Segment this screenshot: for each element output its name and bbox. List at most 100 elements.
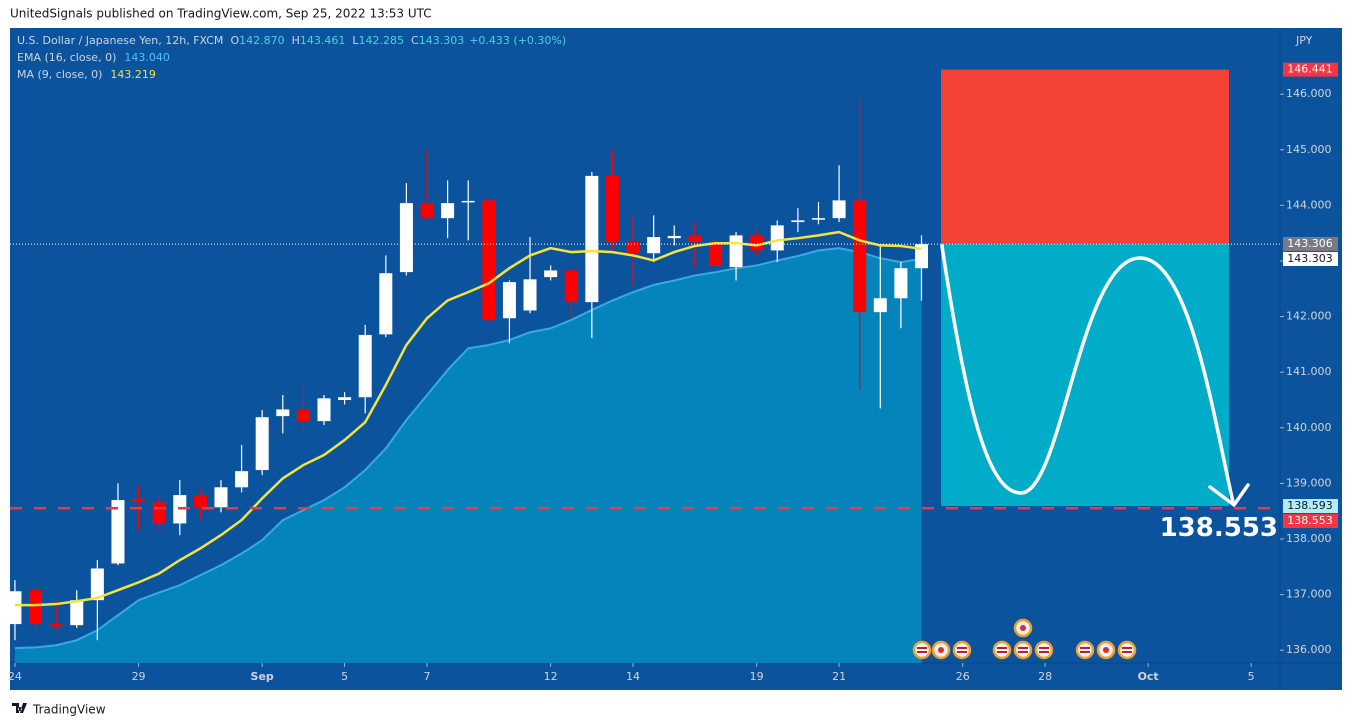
legend-ma: MA (9, close, 0) 143.219 xyxy=(17,68,156,81)
candle-body xyxy=(853,200,867,313)
legend-field-key: L xyxy=(352,34,359,47)
legend-series-name: MA (9, close, 0) xyxy=(17,68,102,81)
legend-field-value: 143.461 xyxy=(300,34,346,47)
tradingview-logo xyxy=(12,703,27,713)
candle-body xyxy=(276,409,290,417)
candle-body xyxy=(626,242,640,254)
x-tick-label: 29 xyxy=(132,670,146,683)
y-tick-label: 142.000 xyxy=(1286,310,1332,323)
x-tick-label: 5 xyxy=(1248,670,1255,683)
candle-body xyxy=(750,235,764,251)
legend-field-value: 142.870 xyxy=(239,34,285,47)
x-tick-label: Sep xyxy=(251,670,274,683)
y-tick-label: 141.000 xyxy=(1286,365,1332,378)
candle-body xyxy=(770,225,784,251)
price-axis-label: 138.553 xyxy=(1287,514,1333,527)
price-axis-label: 146.441 xyxy=(1287,63,1333,76)
y-tick-label: 138.000 xyxy=(1286,532,1332,545)
y-tick-label: 146.000 xyxy=(1286,87,1332,100)
target-zone xyxy=(941,244,1229,507)
candle-body xyxy=(441,203,455,219)
candle-body xyxy=(214,487,228,508)
ma-line xyxy=(14,230,922,607)
candle-body xyxy=(255,417,269,471)
candle-body xyxy=(729,235,743,268)
candle-body xyxy=(605,175,619,243)
legend-field-key: H xyxy=(292,34,300,47)
legend-symbol: U.S. Dollar / Japanese Yen, 12h, FXCM O14… xyxy=(17,34,566,47)
candle-body xyxy=(811,218,825,220)
x-tick-label: 28 xyxy=(1038,670,1052,683)
currency-label: JPY xyxy=(1295,34,1313,47)
candle-body xyxy=(420,203,434,219)
y-tick-label: 144.000 xyxy=(1286,198,1332,211)
candle-body xyxy=(379,273,393,335)
y-tick-label: 137.000 xyxy=(1286,588,1332,601)
candle-body xyxy=(914,244,928,269)
target-price-text: 138.553 xyxy=(1160,513,1278,543)
x-tick-label: 5 xyxy=(341,670,348,683)
candle-body xyxy=(317,398,331,422)
y-tick-label: 139.000 xyxy=(1286,476,1332,489)
candle-body xyxy=(152,502,166,524)
candle-body xyxy=(29,590,43,625)
legend-series-value: 143.219 xyxy=(110,68,156,81)
footer-brand: TradingView xyxy=(32,703,106,717)
price-axis-label: 143.303 xyxy=(1287,252,1333,265)
x-tick-label: 12 xyxy=(544,670,558,683)
candle-body xyxy=(688,235,702,243)
x-tick-label: 24 xyxy=(8,670,22,683)
legend-change: +0.433 (+0.30%) xyxy=(469,34,566,47)
x-tick-label: 7 xyxy=(424,670,431,683)
candle-body xyxy=(523,279,537,311)
candle-body xyxy=(399,203,413,273)
publisher-line: UnitedSignals published on TradingView.c… xyxy=(10,7,432,21)
candle-body xyxy=(193,495,207,508)
x-tick-label: 14 xyxy=(626,670,640,683)
candle-body xyxy=(832,200,846,219)
candle-body xyxy=(90,568,104,601)
candle-body xyxy=(338,397,352,400)
stop-zone xyxy=(941,69,1229,245)
candle-body xyxy=(708,242,722,266)
candle-body xyxy=(647,237,661,254)
x-tick-label: 21 xyxy=(832,670,846,683)
projection-arrow xyxy=(940,244,1235,504)
price-axis-label-bg xyxy=(1283,251,1338,266)
projection-arrowhead xyxy=(1208,483,1250,507)
legend-ema: EMA (16, close, 0) 143.040 xyxy=(17,51,170,64)
legend-symbol-text: U.S. Dollar / Japanese Yen, 12h, FXCM xyxy=(17,34,223,47)
y-tick-label: 136.000 xyxy=(1286,643,1332,656)
legend-series-name: EMA (16, close, 0) xyxy=(17,51,116,64)
candle-body xyxy=(70,600,84,626)
price-axis-label-bg xyxy=(1283,62,1338,77)
candle-body xyxy=(111,500,125,564)
candle-body xyxy=(791,220,805,223)
candle-body xyxy=(132,498,146,502)
legend-field-value: 142.285 xyxy=(359,34,405,47)
economic-events xyxy=(912,618,1137,660)
overlay: 138.553 xyxy=(940,244,1278,543)
legend-field-value: 143.303 xyxy=(419,34,465,47)
candle-body xyxy=(461,200,475,203)
y-tick-label: 140.000 xyxy=(1286,421,1332,434)
candle-body xyxy=(235,471,249,488)
price-axis-label: 143.306 xyxy=(1287,237,1333,250)
candle-body xyxy=(544,270,558,278)
candle-body xyxy=(667,235,681,239)
ema-line xyxy=(14,247,922,649)
ema-area xyxy=(14,248,922,663)
candle-body xyxy=(482,200,496,320)
candle-body xyxy=(564,270,578,303)
y-tick-label: 145.000 xyxy=(1286,143,1332,156)
x-tick-label: Oct xyxy=(1138,670,1159,683)
price-axis-label-bg xyxy=(1283,514,1338,529)
candle-body xyxy=(894,268,908,299)
legend-field-key: O xyxy=(230,34,239,47)
x-tick-label: 26 xyxy=(956,670,970,683)
candle-body xyxy=(585,175,599,303)
candle-body xyxy=(873,298,887,313)
price-axis-label-bg xyxy=(1283,236,1338,251)
